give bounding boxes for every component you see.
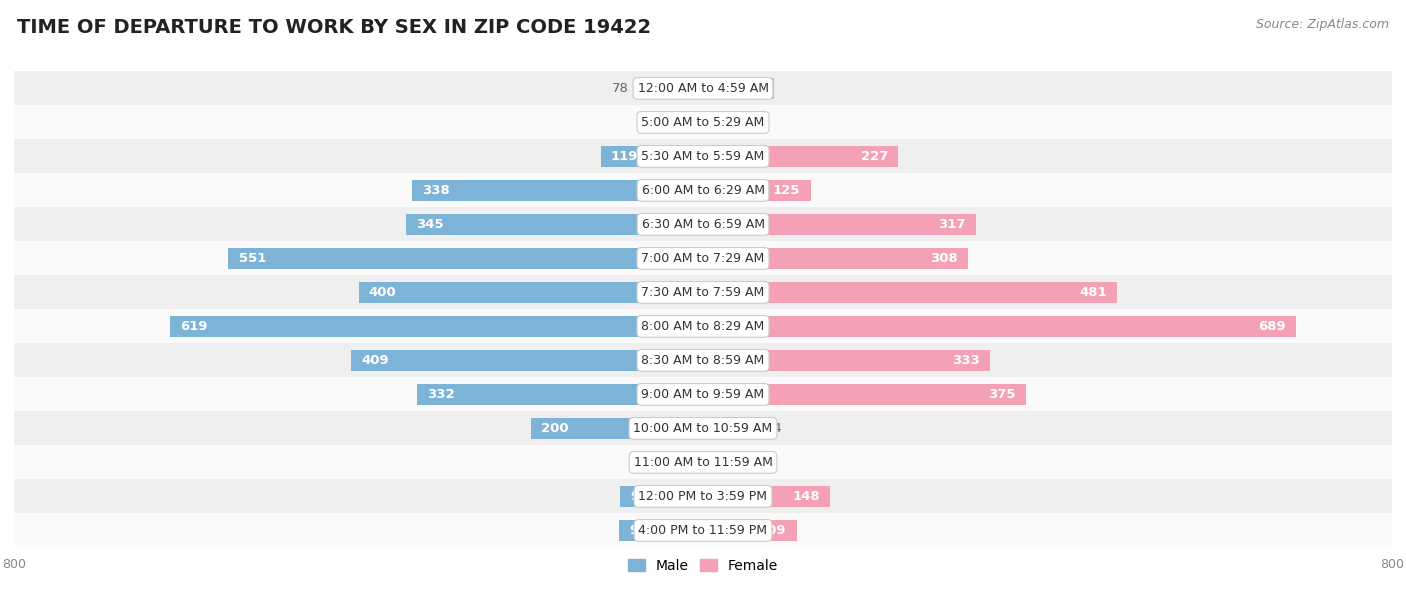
Text: 333: 333 (952, 354, 980, 367)
Bar (14, 173, 1392, 208)
Text: 619: 619 (180, 320, 208, 333)
Text: 7:30 AM to 7:59 AM: 7:30 AM to 7:59 AM (641, 286, 765, 299)
Text: 96: 96 (631, 490, 650, 503)
Text: TIME OF DEPARTURE TO WORK BY SEX IN ZIP CODE 19422: TIME OF DEPARTURE TO WORK BY SEX IN ZIP … (17, 18, 651, 37)
Bar (14, 343, 1392, 377)
Bar (636, 78, 703, 99)
Bar (703, 452, 709, 473)
Bar (600, 146, 703, 167)
Text: 375: 375 (988, 388, 1015, 401)
Bar (14, 139, 1392, 173)
Text: 689: 689 (1258, 320, 1286, 333)
Text: 38: 38 (647, 116, 664, 129)
Text: 317: 317 (938, 218, 966, 231)
Text: 4:00 PM to 11:59 PM: 4:00 PM to 11:59 PM (638, 524, 768, 537)
Text: 11:00 AM to 11:59 AM: 11:00 AM to 11:59 AM (634, 456, 772, 469)
Bar (620, 486, 703, 507)
Text: 409: 409 (361, 354, 388, 367)
Bar (703, 112, 721, 133)
Text: 7:00 AM to 7:29 AM: 7:00 AM to 7:29 AM (641, 252, 765, 265)
Text: 345: 345 (416, 218, 444, 231)
Text: 109: 109 (759, 524, 786, 537)
Bar (350, 350, 703, 371)
Bar (703, 180, 811, 201)
Text: 400: 400 (368, 286, 396, 299)
Bar (14, 71, 1392, 105)
Text: 12:00 PM to 3:59 PM: 12:00 PM to 3:59 PM (638, 490, 768, 503)
Text: 9:00 AM to 9:59 AM: 9:00 AM to 9:59 AM (641, 388, 765, 401)
Bar (229, 248, 703, 269)
Text: 82: 82 (745, 82, 763, 95)
Text: 6:30 AM to 6:59 AM: 6:30 AM to 6:59 AM (641, 218, 765, 231)
Bar (703, 486, 831, 507)
Text: Source: ZipAtlas.com: Source: ZipAtlas.com (1256, 18, 1389, 31)
Bar (14, 275, 1392, 309)
Bar (703, 520, 797, 541)
Bar (703, 316, 1296, 337)
Bar (170, 316, 703, 337)
Text: 6:00 AM to 6:29 AM: 6:00 AM to 6:29 AM (641, 184, 765, 197)
Bar (412, 180, 703, 201)
Text: 200: 200 (541, 422, 568, 435)
Bar (703, 384, 1026, 405)
Bar (671, 112, 703, 133)
Text: 12:00 AM to 4:59 AM: 12:00 AM to 4:59 AM (637, 82, 769, 95)
Text: 125: 125 (773, 184, 800, 197)
Text: 22: 22 (728, 116, 745, 129)
Text: 227: 227 (860, 150, 889, 163)
Bar (703, 248, 969, 269)
Bar (703, 350, 990, 371)
Text: 148: 148 (793, 490, 820, 503)
Bar (14, 309, 1392, 343)
Bar (14, 242, 1392, 275)
Text: 332: 332 (427, 388, 456, 401)
Bar (14, 480, 1392, 513)
Bar (703, 418, 758, 439)
Text: 119: 119 (610, 150, 638, 163)
Bar (406, 214, 703, 235)
Text: 78: 78 (612, 82, 628, 95)
Bar (703, 78, 773, 99)
Text: 8:30 AM to 8:59 AM: 8:30 AM to 8:59 AM (641, 354, 765, 367)
Bar (14, 105, 1392, 139)
Bar (531, 418, 703, 439)
Bar (703, 146, 898, 167)
Bar (359, 282, 703, 303)
Text: 338: 338 (422, 184, 450, 197)
Text: 10:00 AM to 10:59 AM: 10:00 AM to 10:59 AM (634, 422, 772, 435)
Bar (14, 446, 1392, 480)
Bar (620, 520, 703, 541)
Bar (418, 384, 703, 405)
Text: 7: 7 (716, 456, 724, 469)
Legend: Male, Female: Male, Female (623, 553, 783, 578)
Bar (690, 452, 703, 473)
Bar (14, 513, 1392, 547)
Text: 551: 551 (239, 252, 266, 265)
Text: 64: 64 (765, 422, 782, 435)
Text: 308: 308 (931, 252, 957, 265)
Bar (703, 282, 1118, 303)
Bar (14, 411, 1392, 446)
Text: 97: 97 (630, 524, 648, 537)
Text: 481: 481 (1080, 286, 1107, 299)
Bar (14, 208, 1392, 242)
Text: 8:00 AM to 8:29 AM: 8:00 AM to 8:29 AM (641, 320, 765, 333)
Text: 5:00 AM to 5:29 AM: 5:00 AM to 5:29 AM (641, 116, 765, 129)
Text: 14: 14 (668, 456, 685, 469)
Text: 5:30 AM to 5:59 AM: 5:30 AM to 5:59 AM (641, 150, 765, 163)
Bar (703, 214, 976, 235)
Bar (14, 377, 1392, 411)
